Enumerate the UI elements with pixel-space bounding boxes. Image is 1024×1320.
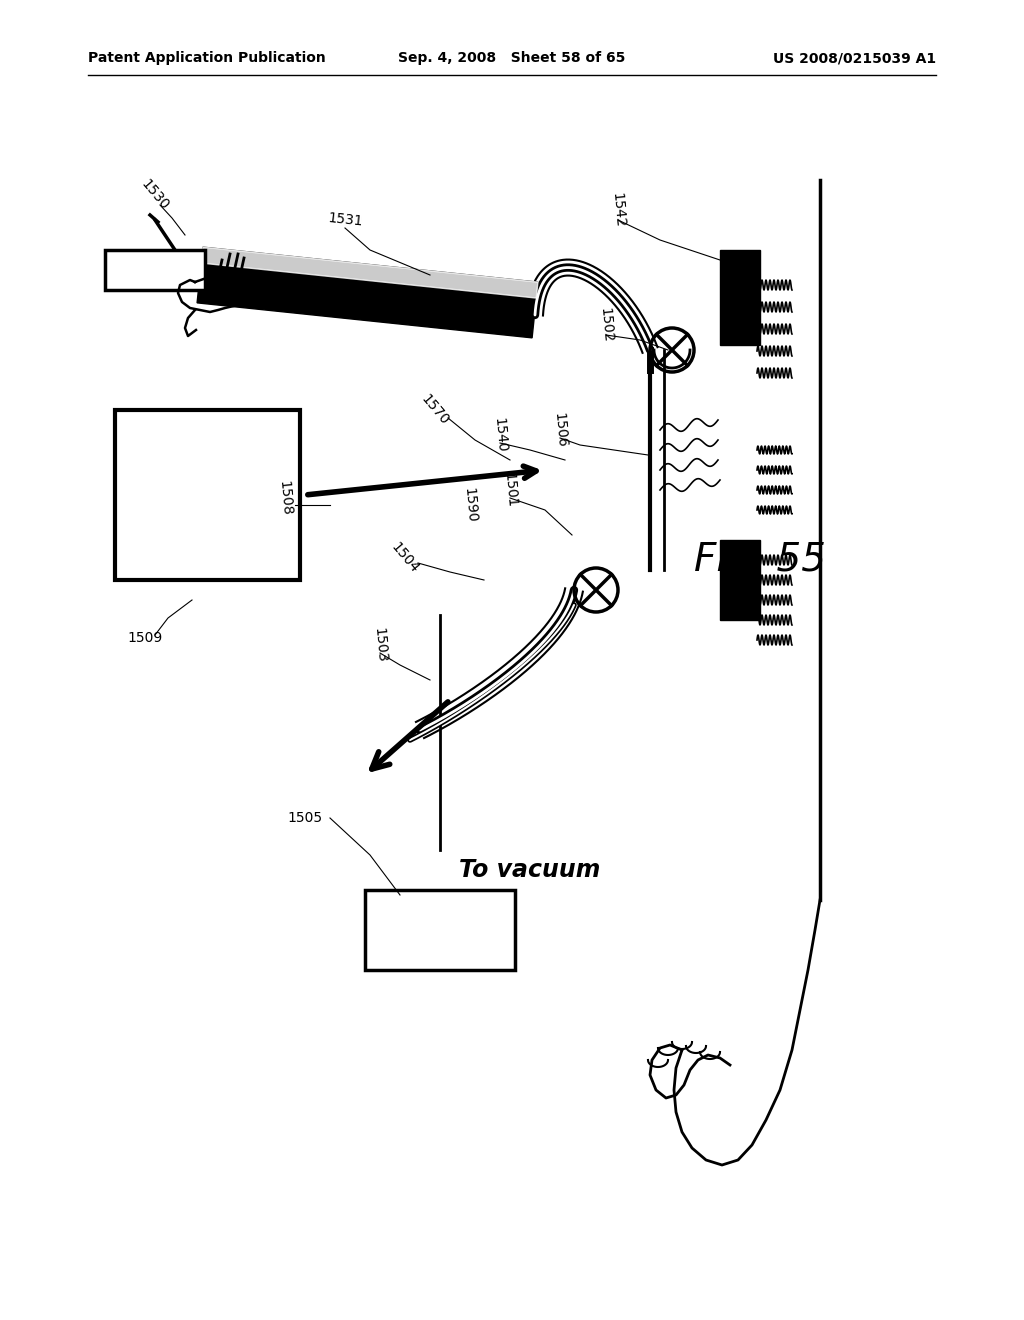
- Text: US 2008/0215039 A1: US 2008/0215039 A1: [773, 51, 936, 65]
- Bar: [720, 249, 760, 345]
- Text: To vacuum: To vacuum: [460, 858, 601, 882]
- Text: 1502: 1502: [597, 306, 614, 343]
- Text: 1590: 1590: [462, 487, 478, 523]
- Text: Patent Application Publication: Patent Application Publication: [88, 51, 326, 65]
- Text: 1505: 1505: [288, 810, 323, 825]
- Text: Sep. 4, 2008   Sheet 58 of 65: Sep. 4, 2008 Sheet 58 of 65: [398, 51, 626, 65]
- Text: 1509: 1509: [127, 631, 163, 645]
- Polygon shape: [202, 247, 538, 298]
- Bar: [720, 540, 760, 620]
- Bar: [365, 890, 515, 970]
- Text: 1503: 1503: [372, 627, 388, 663]
- Text: 1508: 1508: [276, 480, 294, 516]
- Text: 1570: 1570: [419, 392, 452, 428]
- Text: 1540: 1540: [492, 417, 509, 453]
- Bar: [115, 411, 300, 579]
- Text: 1501: 1501: [502, 471, 518, 508]
- Text: 1542: 1542: [609, 191, 627, 228]
- Text: Fig. 55: Fig. 55: [694, 541, 826, 579]
- Bar: [105, 249, 205, 290]
- Text: 1506: 1506: [552, 412, 568, 449]
- Polygon shape: [197, 247, 538, 338]
- Text: Control: Control: [397, 920, 483, 940]
- Text: 1531: 1531: [327, 211, 364, 228]
- Text: 1504: 1504: [388, 540, 422, 576]
- Text: 1530: 1530: [138, 177, 172, 213]
